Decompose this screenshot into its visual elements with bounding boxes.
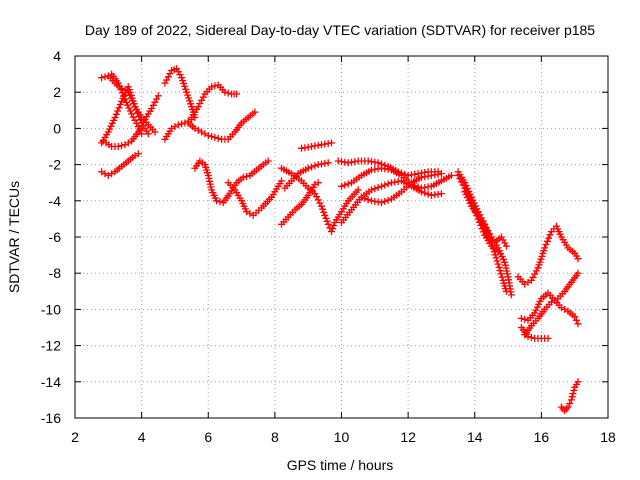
x-tick-label: 14 [467,429,483,445]
x-tick-label: 12 [400,429,416,445]
data-series [98,65,582,415]
series-arc-g [161,115,196,143]
plus-marker-trace [338,177,445,226]
y-tick-labels: 4 2 0 -2 -4 -6 -8 -10 -12 -14 -16 [41,48,61,426]
series-arc-q [338,177,445,226]
plus-marker-trace [521,269,582,339]
y-tick-label: -12 [41,338,61,354]
series-arc-x [514,222,582,288]
plus-marker-trace [281,159,332,192]
series-arc-h [188,81,241,121]
x-tick-label: 8 [271,429,279,445]
x-tick-label: 6 [204,429,212,445]
plus-marker-trace [98,150,142,179]
plot-frame [74,55,609,419]
plus-marker-trace [334,157,442,179]
plus-marker-trace [188,81,241,121]
series-arc-d [98,150,142,179]
x-tick-label: 2 [71,429,79,445]
plus-marker-trace [358,170,445,207]
y-tick-label: -6 [49,229,62,245]
plus-marker-trace [517,289,582,328]
series-arc-p [334,157,442,179]
plus-marker-trace [191,157,272,207]
plus-marker-trace [298,139,335,152]
series-arc-e [108,70,146,138]
x-tick-label: 16 [534,429,550,445]
series-arc-n [281,159,332,192]
series-arc-a [98,72,159,136]
series-arc-zz [521,269,582,339]
plus-marker-trace [224,177,285,219]
series-arc-m [278,164,362,236]
y-tick-label: -4 [49,193,62,209]
x-tick-label: 4 [138,429,146,445]
series-arc-k [224,177,285,219]
y-tick-label: -14 [41,374,61,390]
series-arc-j [191,157,272,207]
x-tick-label: 18 [600,429,616,445]
y-tick-label: 0 [53,120,61,136]
y-tick-label: -8 [49,265,62,281]
plus-marker-trace [461,188,510,295]
series-arc-z [517,289,582,328]
series-arc-w [461,188,510,295]
series-arc-r [338,164,455,192]
series-arc-end [557,378,582,415]
series-arc-i [184,108,259,143]
y-tick-label: -2 [49,157,62,173]
series-arc-s [358,170,445,207]
y-axis-label: SDTVAR / TECUs [6,181,22,293]
plus-marker-trace [338,164,455,192]
plus-marker-trace [514,222,582,288]
y-tick-label: 2 [53,84,61,100]
plus-marker-trace [557,378,582,415]
y-tick-label: -16 [41,410,61,426]
grid-lines [75,56,608,418]
plus-marker-trace [278,164,362,236]
y-tick-label: -10 [41,301,61,317]
y-tick-label: 4 [53,48,61,64]
x-tick-labels: 2 4 6 8 10 12 14 16 18 [71,429,616,445]
plus-marker-trace [108,70,146,138]
chart-title: Day 189 of 2022, Sidereal Day-to-day VTE… [85,22,595,38]
plus-marker-trace [98,72,159,136]
plus-marker-trace [161,115,196,143]
series-arc-o [298,139,335,152]
x-tick-label: 10 [334,429,350,445]
plus-marker-trace [184,108,259,143]
x-axis-label: GPS time / hours [287,457,394,473]
